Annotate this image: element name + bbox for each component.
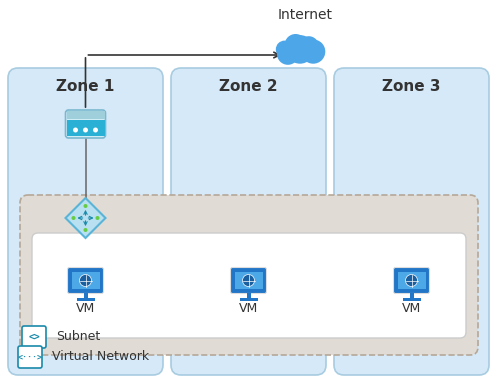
Bar xyxy=(247,292,250,298)
Bar xyxy=(235,272,262,289)
FancyBboxPatch shape xyxy=(171,68,326,375)
FancyBboxPatch shape xyxy=(66,110,106,138)
Text: <>: <> xyxy=(28,332,40,342)
Circle shape xyxy=(73,127,78,132)
Circle shape xyxy=(243,274,254,287)
FancyBboxPatch shape xyxy=(32,233,466,338)
Circle shape xyxy=(277,43,299,65)
Text: VM: VM xyxy=(239,303,258,316)
Circle shape xyxy=(84,228,88,232)
Text: Internet: Internet xyxy=(277,8,333,22)
Circle shape xyxy=(96,216,100,220)
FancyBboxPatch shape xyxy=(393,267,429,294)
Circle shape xyxy=(83,127,88,132)
Text: VM: VM xyxy=(402,303,421,316)
Circle shape xyxy=(84,204,88,208)
Circle shape xyxy=(276,41,293,58)
Bar xyxy=(240,298,257,301)
Circle shape xyxy=(93,127,98,132)
Text: VM: VM xyxy=(76,303,95,316)
FancyBboxPatch shape xyxy=(20,195,478,355)
Bar xyxy=(402,298,420,301)
FancyBboxPatch shape xyxy=(8,68,163,375)
Bar xyxy=(397,272,425,289)
Ellipse shape xyxy=(279,47,321,60)
Circle shape xyxy=(286,35,314,64)
Bar xyxy=(77,298,95,301)
FancyBboxPatch shape xyxy=(334,68,489,375)
Circle shape xyxy=(284,34,307,56)
Circle shape xyxy=(299,36,319,56)
Bar xyxy=(409,292,413,298)
Bar xyxy=(67,111,105,119)
Text: Zone 1: Zone 1 xyxy=(56,78,115,94)
Circle shape xyxy=(405,274,417,287)
Circle shape xyxy=(80,274,92,287)
Text: Virtual Network: Virtual Network xyxy=(52,350,149,363)
FancyBboxPatch shape xyxy=(68,267,104,294)
Circle shape xyxy=(301,40,325,64)
FancyBboxPatch shape xyxy=(231,267,266,294)
Bar xyxy=(72,272,100,289)
Text: <···>: <···> xyxy=(17,352,42,361)
Text: Zone 2: Zone 2 xyxy=(219,78,278,94)
FancyBboxPatch shape xyxy=(22,326,46,348)
Polygon shape xyxy=(66,198,106,238)
Text: Subnet: Subnet xyxy=(56,330,100,343)
Bar xyxy=(84,292,88,298)
Bar xyxy=(67,120,105,136)
Circle shape xyxy=(72,216,76,220)
FancyBboxPatch shape xyxy=(18,346,42,368)
Text: Zone 3: Zone 3 xyxy=(382,78,441,94)
